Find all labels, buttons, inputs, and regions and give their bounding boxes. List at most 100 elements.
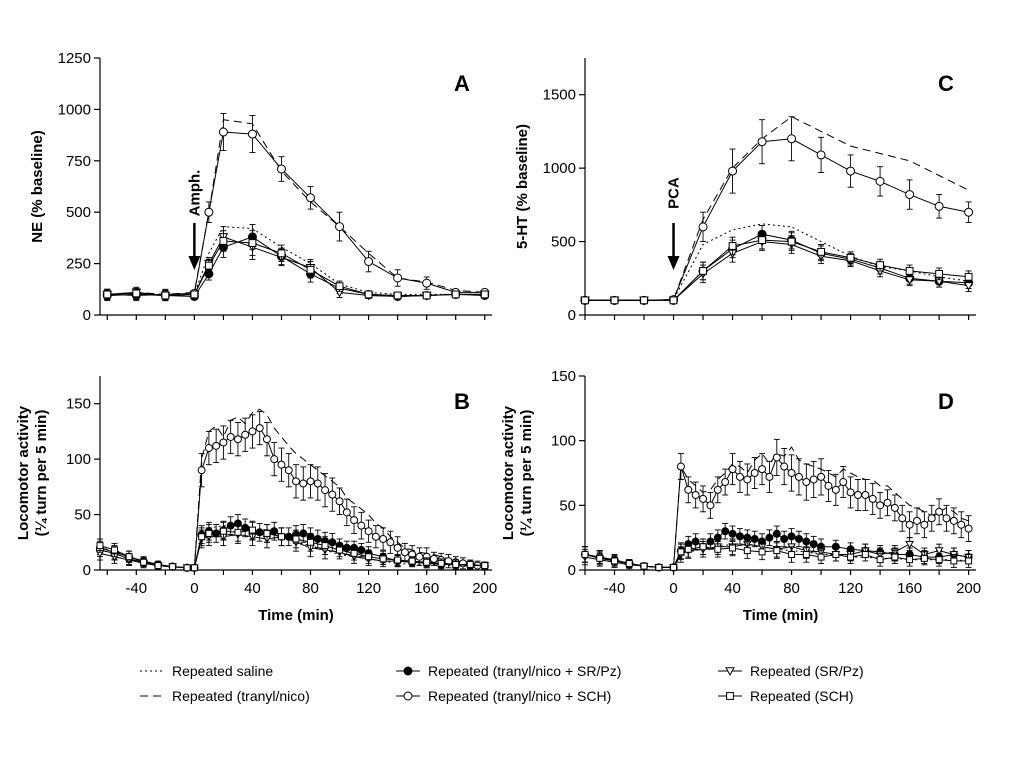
- series-sch: [103, 230, 489, 302]
- data-point-tn_sch: [458, 559, 467, 568]
- data-point-tn_sch: [728, 166, 738, 176]
- data-point-tn_sch: [386, 538, 395, 547]
- series-tranyl_nico: [585, 116, 969, 301]
- data-point-tn_sch: [306, 193, 316, 203]
- x-tick-label: 160: [897, 580, 922, 597]
- legend-entry: Repeated (SR/Pz): [718, 663, 864, 679]
- data-point-tn_sch: [233, 435, 242, 444]
- data-point-tn_sch: [794, 472, 803, 481]
- data-point-tn_srpz: [328, 538, 337, 547]
- y-axis-label-line2: (¼ turn per 5 min): [518, 410, 535, 537]
- data-point-tn_sch: [780, 462, 789, 471]
- data-point-sch: [408, 557, 416, 565]
- data-point-tn_sch: [942, 514, 951, 523]
- data-point-tn_sch: [248, 427, 257, 436]
- data-point-sch: [728, 242, 737, 250]
- series-sch: [581, 230, 973, 305]
- data-point-sch: [451, 290, 460, 299]
- panel-d: 0 50 100 150 -40 0 40 80 120 160 200 Locomotor acti…: [500, 368, 981, 624]
- data-point-sch: [743, 547, 751, 555]
- data-point-sch: [248, 526, 256, 534]
- series-line-tn_srpz: [107, 236, 485, 298]
- data-point-sch: [655, 563, 663, 571]
- data-point-tn_sch: [400, 548, 409, 557]
- legend-entry: Repeated (tranyl/nico): [140, 688, 310, 704]
- panel-letter: B: [454, 389, 470, 414]
- data-point-sch: [452, 560, 460, 568]
- data-point-tn_srpz: [212, 529, 221, 538]
- data-point-tn_sch: [876, 501, 885, 510]
- legend-marker: [725, 667, 735, 677]
- data-point-tn_sch: [964, 524, 973, 533]
- data-point-tn_sch: [218, 127, 228, 137]
- data-point-sch: [876, 261, 884, 269]
- data-point-sch: [278, 533, 285, 541]
- data-point-sch: [205, 529, 213, 537]
- data-point-sch: [481, 562, 489, 570]
- data-point-tn_sch: [219, 438, 228, 447]
- data-point-sch: [906, 556, 914, 564]
- data-point-sch: [277, 249, 286, 258]
- y-tick-label: 500: [551, 234, 576, 251]
- legend-label: Repeated saline: [172, 663, 273, 679]
- data-point-srpz: [934, 547, 944, 556]
- data-point-tn_sch: [292, 477, 300, 486]
- series-sch: [581, 538, 973, 571]
- series-sch: [96, 520, 489, 572]
- data-point-tn_sch: [241, 430, 250, 439]
- data-point-tn_sch: [204, 207, 214, 217]
- data-point-sch: [321, 542, 329, 550]
- data-point-sch: [125, 553, 133, 561]
- x-tick-label: 0: [669, 580, 677, 597]
- data-point-tn_srpz: [735, 532, 744, 541]
- data-point-tn_sch: [429, 554, 438, 563]
- data-point-tn_srpz: [809, 540, 818, 549]
- series-srpz: [580, 232, 974, 306]
- legend-label: Repeated (SCH): [750, 688, 854, 704]
- legend-label: Repeated (tranyl/nico + SCH): [428, 688, 611, 704]
- data-point-tn_sch: [306, 477, 315, 486]
- data-point-tn_srpz: [765, 533, 774, 542]
- data-point-sch: [699, 267, 707, 275]
- data-point-tn_sch: [927, 514, 936, 523]
- y-tick-label: 0: [83, 562, 91, 579]
- x-axis-label: Time (min): [743, 607, 819, 624]
- data-point-tn_sch: [364, 257, 374, 267]
- data-point-tn_sch: [364, 527, 373, 536]
- data-point-sch: [876, 556, 884, 564]
- data-point-sch: [183, 564, 191, 572]
- data-point-tn_srpz: [706, 537, 715, 546]
- y-axis-label: Locomotor activity(¼ turn per 5 min): [15, 405, 50, 540]
- data-point-tn_sch: [787, 134, 797, 144]
- panel-c: 0 500 1000 1500 5-HT (% baseline) C PCA: [514, 58, 976, 324]
- data-point-sch: [684, 545, 692, 553]
- data-point-tn_sch: [905, 190, 915, 200]
- y-axis-label-line2: (¼ turn per 5 min): [33, 410, 50, 537]
- data-point-sch: [393, 291, 402, 300]
- data-point-tn_srpz: [226, 521, 235, 530]
- legend-marker: [403, 666, 413, 676]
- panel-letter: A: [454, 71, 470, 96]
- y-tick-label: 150: [551, 368, 576, 385]
- data-point-tn_sch: [964, 207, 974, 217]
- data-point-sch: [111, 546, 118, 554]
- data-point-tn_sch: [846, 488, 855, 497]
- data-point-tn_sch: [772, 453, 781, 462]
- series-line-sch: [585, 239, 969, 301]
- data-point-tn_sch: [393, 273, 403, 283]
- data-point-sch: [891, 553, 899, 561]
- data-point-tn_sch: [321, 486, 330, 495]
- data-point-tn_sch: [920, 520, 929, 529]
- data-point-tn_srpz: [357, 546, 366, 555]
- y-tick-label: 100: [66, 451, 91, 468]
- data-point-tn_sch: [262, 435, 271, 444]
- data-point-tn_sch: [935, 507, 944, 516]
- legend: Repeated saline Repeated (tranyl/nico) Rep…: [140, 663, 864, 704]
- data-point-tn_sch: [204, 444, 213, 453]
- data-point-sch: [920, 554, 928, 562]
- data-point-sch: [422, 291, 431, 300]
- data-point-sch: [669, 296, 678, 305]
- y-axis-label: 5-HT (% baseline): [514, 124, 531, 249]
- data-point-tn_sch: [898, 514, 907, 523]
- data-point-tn_sch: [765, 472, 774, 481]
